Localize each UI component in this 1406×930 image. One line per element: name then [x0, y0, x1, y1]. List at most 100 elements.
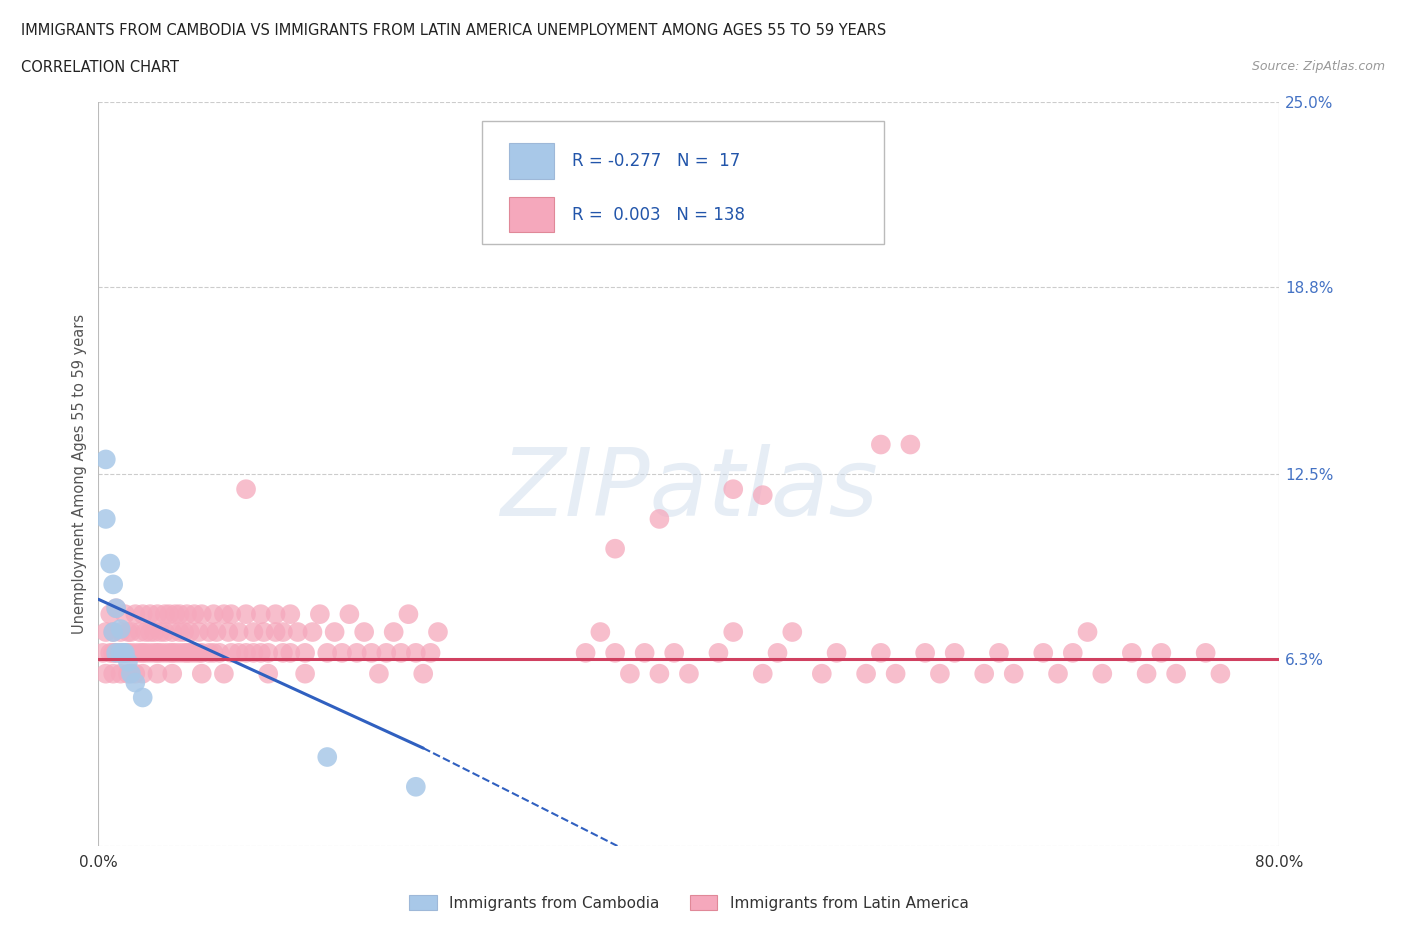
Point: [914, 645, 936, 660]
Point: [375, 645, 398, 660]
FancyBboxPatch shape: [482, 121, 884, 244]
Point: [287, 625, 309, 640]
Point: [202, 606, 225, 621]
Point: [94, 452, 117, 467]
Point: [94, 666, 117, 681]
Point: [135, 625, 157, 640]
Point: [146, 606, 169, 621]
Point: [183, 645, 205, 660]
Point: [405, 645, 427, 660]
Point: [264, 606, 287, 621]
Point: [396, 606, 419, 621]
Point: [176, 606, 198, 621]
Point: [198, 645, 221, 660]
Point: [253, 625, 276, 640]
Point: [242, 625, 264, 640]
Point: [187, 645, 209, 660]
Point: [165, 645, 187, 660]
Point: [1062, 645, 1084, 660]
Point: [368, 666, 391, 681]
Point: [264, 625, 287, 640]
Point: [346, 645, 368, 660]
Point: [179, 645, 201, 660]
Point: [855, 666, 877, 681]
Text: IMMIGRANTS FROM CAMBODIA VS IMMIGRANTS FROM LATIN AMERICA UNEMPLOYMENT AMONG AGE: IMMIGRANTS FROM CAMBODIA VS IMMIGRANTS F…: [21, 23, 886, 38]
Point: [110, 666, 132, 681]
Point: [153, 625, 176, 640]
Point: [146, 645, 169, 660]
Point: [124, 666, 146, 681]
Point: [105, 645, 128, 660]
Point: [143, 645, 166, 660]
Point: [605, 541, 627, 556]
Point: [120, 645, 142, 660]
Point: [928, 666, 950, 681]
Point: [110, 645, 132, 660]
Point: [124, 606, 146, 621]
Point: [169, 645, 191, 660]
Point: [120, 666, 142, 681]
Text: R =  0.003   N = 138: R = 0.003 N = 138: [572, 206, 745, 223]
Point: [110, 621, 132, 636]
Point: [157, 606, 180, 621]
Point: [605, 645, 627, 660]
Point: [1046, 666, 1069, 681]
Point: [235, 606, 257, 621]
Point: [987, 645, 1010, 660]
Point: [146, 666, 169, 681]
Point: [766, 169, 789, 184]
Point: [271, 645, 294, 660]
Point: [165, 606, 187, 621]
Point: [1164, 666, 1187, 681]
Point: [1002, 666, 1025, 681]
Point: [751, 666, 773, 681]
Point: [120, 625, 142, 640]
Point: [825, 645, 848, 660]
Point: [589, 625, 612, 640]
Point: [124, 645, 146, 660]
Point: [235, 482, 257, 497]
Point: [869, 645, 891, 660]
Legend: Immigrants from Cambodia, Immigrants from Latin America: Immigrants from Cambodia, Immigrants fro…: [404, 888, 974, 917]
Point: [309, 606, 332, 621]
Point: [132, 666, 155, 681]
Point: [173, 645, 195, 660]
Point: [212, 666, 235, 681]
Point: [353, 625, 375, 640]
Point: [1195, 645, 1218, 660]
Point: [110, 645, 132, 660]
Point: [405, 779, 427, 794]
Point: [157, 645, 180, 660]
Point: [114, 645, 136, 660]
Point: [191, 666, 214, 681]
Bar: [509, 143, 554, 179]
Point: [271, 625, 294, 640]
Point: [110, 625, 132, 640]
Point: [323, 625, 346, 640]
Point: [427, 625, 450, 640]
Point: [766, 645, 789, 660]
Point: [132, 690, 155, 705]
Text: ZIPatlas: ZIPatlas: [501, 444, 877, 535]
Point: [810, 666, 832, 681]
Point: [191, 606, 214, 621]
Point: [202, 645, 225, 660]
Point: [250, 606, 273, 621]
Point: [294, 666, 316, 681]
Point: [114, 645, 136, 660]
Point: [105, 601, 128, 616]
Point: [117, 645, 139, 660]
Point: [153, 645, 176, 660]
Point: [149, 645, 172, 660]
Point: [1150, 645, 1173, 660]
Point: [98, 556, 121, 571]
Point: [664, 645, 686, 660]
Text: R = -0.277   N =  17: R = -0.277 N = 17: [572, 153, 741, 170]
Point: [228, 625, 250, 640]
Point: [91, 645, 114, 660]
Point: [723, 625, 745, 640]
Point: [149, 625, 172, 640]
Point: [169, 625, 191, 640]
Point: [219, 645, 242, 660]
Point: [235, 645, 257, 660]
